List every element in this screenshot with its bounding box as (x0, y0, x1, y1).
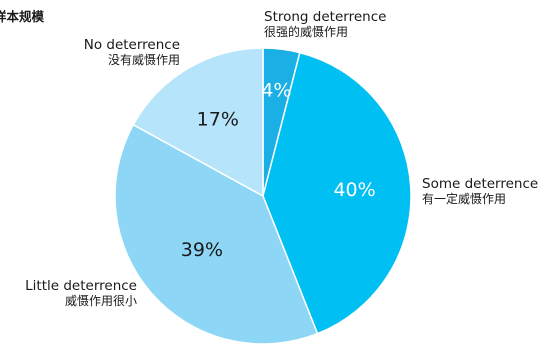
slice-label-zh: 没有威慑作用 (107, 53, 180, 67)
slice-label-en: Strong deterrence (264, 9, 387, 25)
slice-value-label: 4% (261, 79, 291, 101)
slice-label-zh: 很强的威慑作用 (264, 25, 349, 39)
slice-label-strong-deterrence: Strong deterrence 很强的威慑作用 (264, 10, 386, 40)
slice-value-label: 39% (181, 239, 223, 261)
slice-label-en: No deterrence (83, 37, 180, 53)
slice-value-label: 17% (197, 109, 239, 131)
pie-slice-some-deterrence (262, 51, 412, 335)
pie-slices (114, 47, 412, 344)
sample-size-title: 样本规模 (0, 9, 45, 24)
slice-label-zh: 有一定威慑作用 (422, 192, 507, 206)
slice-label-en: Little deterrence (25, 278, 137, 294)
pie-slice-no-deterrence (132, 47, 264, 198)
slice-label-no-deterrence: No deterrence 没有威慑作用 (84, 38, 180, 68)
slice-label-en: Some deterrence (422, 176, 539, 192)
slice-value-label: 40% (333, 179, 375, 201)
slice-label-zh: 威慑作用很小 (64, 294, 137, 308)
slice-value-labels: 4% 40% 39% 17% (181, 79, 376, 260)
slice-label-some-deterrence: Some deterrence 有一定威慑作用 (422, 177, 538, 207)
slice-label-little-deterrence: Little deterrence 威慑作用很小 (25, 279, 137, 309)
